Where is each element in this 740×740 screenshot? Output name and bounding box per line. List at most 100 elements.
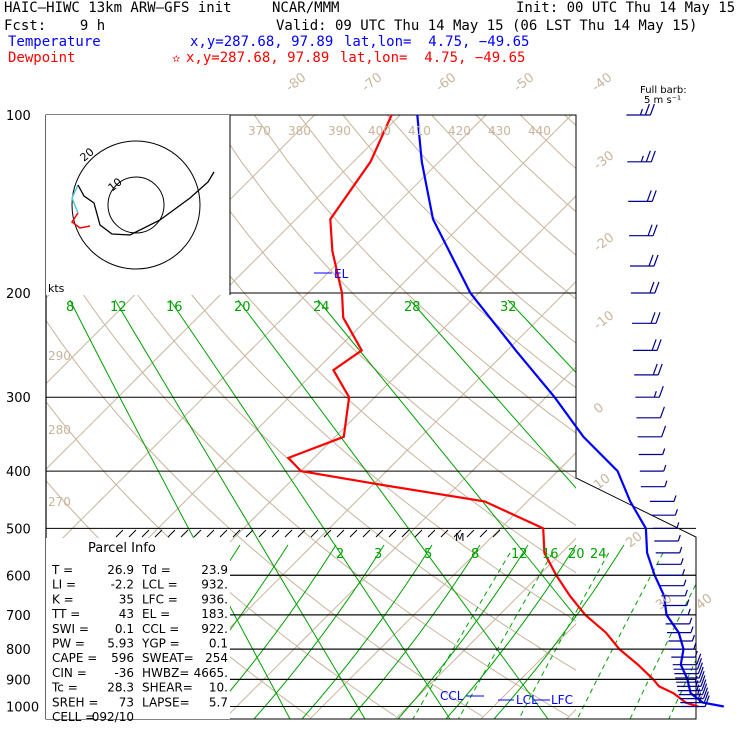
- parcel-key: LCL =: [142, 578, 178, 592]
- dry-adiabat-line: [475, 115, 576, 213]
- wind-barb: [661, 589, 688, 597]
- parcel-value: -2.2: [111, 578, 134, 592]
- parcel-key: CAPE =: [52, 651, 97, 665]
- dry-adiabat-line: [564, 115, 576, 127]
- moist-adiabat-line: [253, 544, 385, 719]
- trigger-hatch: [349, 529, 358, 538]
- wind-barb: [628, 190, 657, 202]
- melting-level-label: M: [455, 531, 465, 544]
- parcel-value: 0.1: [115, 622, 134, 636]
- hodograph-units: kts: [48, 282, 65, 295]
- wind-barb: [635, 385, 664, 398]
- pressure-label: 1000: [6, 700, 39, 715]
- moist-adiabat-line: [169, 299, 451, 719]
- trigger-hatch: [258, 529, 267, 538]
- isotherm-label: 0: [591, 400, 607, 417]
- moist-adiabat-line: [230, 544, 289, 631]
- parcel-value: 28.3: [107, 681, 134, 695]
- mixing-ratio-line: [629, 583, 696, 719]
- trigger-hatch: [388, 529, 397, 538]
- wind-barb: [676, 675, 706, 687]
- moist-adiabat-line: [493, 544, 625, 719]
- wind-barb: [657, 558, 684, 565]
- theta-e-label: 32: [500, 300, 517, 315]
- isotherm-label: -50: [511, 70, 537, 95]
- wind-legend-title: Full barb:: [640, 85, 687, 96]
- parcel-value: 26.9: [107, 563, 134, 577]
- institution-label: NCAR/MMM: [272, 0, 340, 16]
- parcel-value: 73: [119, 695, 134, 709]
- parcel-key: CELL =: [52, 710, 95, 724]
- wind-barb: [658, 569, 686, 576]
- parcel-key: SWEAT=: [142, 651, 194, 665]
- moist-adiabat-line: [114, 299, 366, 719]
- trigger-hatch: [427, 529, 436, 538]
- pressure-label: 300: [6, 391, 31, 406]
- theta-label: 390: [328, 124, 351, 138]
- isotherm-label: -60: [433, 70, 459, 95]
- wind-barb: [672, 653, 702, 666]
- isotherm-label: -10: [591, 308, 617, 333]
- wind-barb: [668, 634, 695, 642]
- moist-adiabat-line: [397, 544, 529, 719]
- wind-barb: [674, 662, 703, 675]
- wind-barb: [626, 103, 655, 116]
- wind-barb: [655, 546, 683, 554]
- isotherm-label: -80: [283, 70, 309, 95]
- parcel-value: 23.9: [201, 563, 228, 577]
- pressure-label: 600: [6, 569, 31, 584]
- parcel-title: Parcel Info: [88, 541, 156, 556]
- legend-dewpoint-marker: ✫: [172, 50, 181, 66]
- dry-adiabat-line: [431, 115, 576, 256]
- dry-adiabat-line: [120, 115, 576, 574]
- moist-adiabat-line: [507, 299, 576, 374]
- moist-adiabat-line: [317, 299, 576, 618]
- isotherm-line: [309, 452, 576, 719]
- theta-label: 280: [48, 423, 71, 437]
- wind-barb: [634, 363, 663, 376]
- parcel-value: 254: [205, 651, 228, 665]
- trigger-hatch: [310, 529, 319, 538]
- parcel-key: YGP =: [141, 637, 180, 651]
- trigger-hatch: [167, 529, 176, 538]
- theta-e-label: 8: [66, 300, 74, 315]
- trigger-hatch: [128, 529, 137, 538]
- trigger-hatch: [180, 529, 189, 538]
- parcel-key: LFC =: [142, 592, 178, 606]
- dry-adiabat-line: [209, 115, 576, 480]
- parcel-value: 35: [119, 592, 134, 606]
- wind-barb: [637, 425, 667, 438]
- mixing-ratio-line: [725, 553, 740, 719]
- trigger-hatch: [297, 529, 306, 538]
- trigger-hatch: [414, 529, 423, 538]
- dry-adiabat-line: [165, 115, 576, 526]
- mixing-ratio-label: 5: [424, 547, 432, 562]
- moist-adiabat-line: [349, 544, 481, 719]
- legend-dewpoint-label: Dewpoint: [8, 50, 76, 66]
- wind-legend-unit: 5 m s⁻¹: [644, 95, 681, 106]
- trigger-hatch: [362, 529, 371, 538]
- dry-adiabat-line: [46, 142, 576, 671]
- pressure-label: 700: [6, 609, 31, 624]
- moist-adiabat-line: [445, 544, 577, 719]
- theta-label: 290: [48, 349, 71, 363]
- wind-barb: [677, 679, 707, 692]
- theta-label: 430: [488, 124, 511, 138]
- trigger-hatch: [479, 529, 488, 538]
- legend-dewpoint-latlon: lat,lon= 4.75, −49.65: [340, 50, 526, 66]
- parcel-value: 183.: [201, 607, 228, 621]
- parcel-value: 5.7: [209, 695, 228, 709]
- forecast-hour: Fcst: 9 h: [4, 18, 106, 34]
- wind-barb: [679, 687, 709, 700]
- hodograph-trace: [77, 171, 215, 236]
- wind-barb: [673, 657, 703, 670]
- parcel-value: 5.93: [107, 637, 134, 651]
- parcel-value: 596: [111, 651, 134, 665]
- trigger-hatch: [466, 529, 475, 538]
- isotherm-line: [46, 115, 487, 556]
- parcel-value: 936.: [201, 592, 228, 606]
- dry-adiabat-line: [76, 115, 576, 622]
- hodograph-ring-inner: [107, 176, 165, 234]
- moist-adiabat-line: [301, 544, 433, 719]
- trigger-hatch: [492, 529, 501, 538]
